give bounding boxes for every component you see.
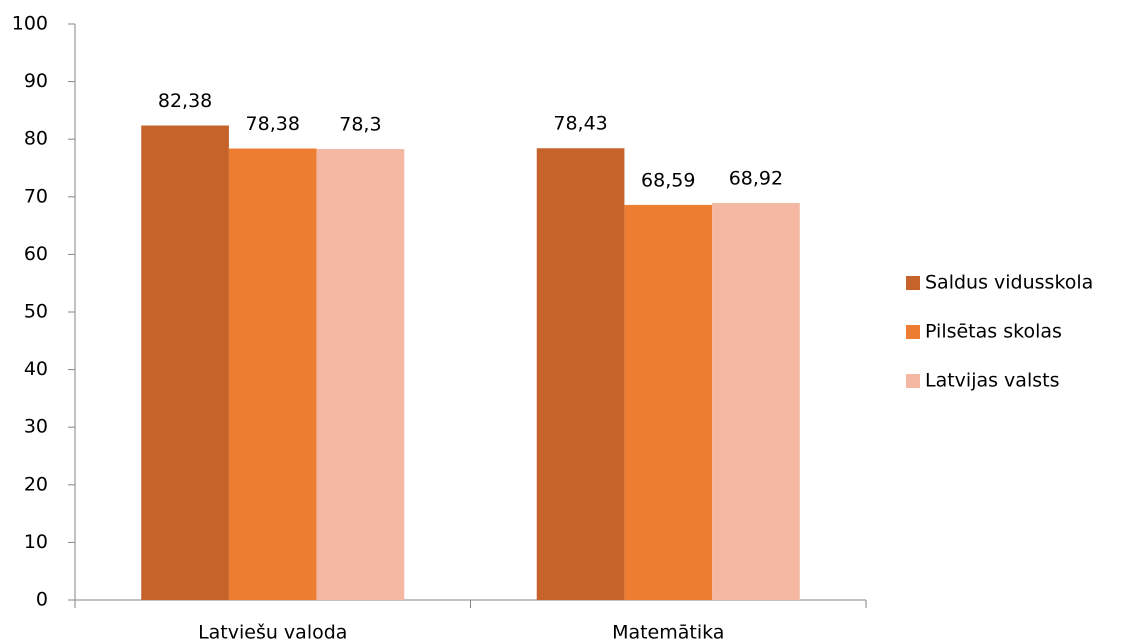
legend-swatch [906, 276, 920, 290]
value-label: 68,59 [641, 169, 695, 191]
y-tick-label: 50 [24, 301, 48, 323]
bar [624, 204, 713, 600]
legend-label: Saldus vidusskola [925, 272, 1093, 294]
bar [316, 148, 405, 600]
legend-label: Pilsētas skolas [925, 321, 1062, 343]
y-tick-label: 60 [24, 243, 48, 265]
y-tick-label: 30 [24, 416, 48, 438]
y-tick-label: 70 [24, 185, 48, 207]
legend-swatch [906, 374, 920, 388]
y-tick-label: 80 [24, 128, 48, 150]
bar [141, 125, 229, 600]
value-label: 78,38 [246, 113, 300, 135]
y-tick-label: 10 [24, 531, 48, 553]
bar [228, 148, 317, 601]
bar [536, 148, 625, 600]
legend-label: Latvijas valsts [925, 370, 1059, 392]
y-tick-label: 20 [24, 473, 48, 495]
y-tick-label: 100 [12, 13, 48, 35]
x-tick-label: Latviešu valoda [198, 622, 347, 643]
value-label: 78,43 [553, 113, 607, 135]
y-tick-label: 40 [24, 358, 48, 380]
value-label: 78,3 [339, 113, 381, 135]
y-tick-label: 0 [36, 589, 48, 611]
bar [712, 203, 800, 600]
legend-swatch [906, 325, 920, 339]
x-tick-label: Matemātika [612, 622, 724, 643]
y-tick-label: 90 [24, 70, 48, 92]
value-label: 68,92 [729, 168, 783, 190]
value-label: 82,38 [158, 90, 212, 112]
